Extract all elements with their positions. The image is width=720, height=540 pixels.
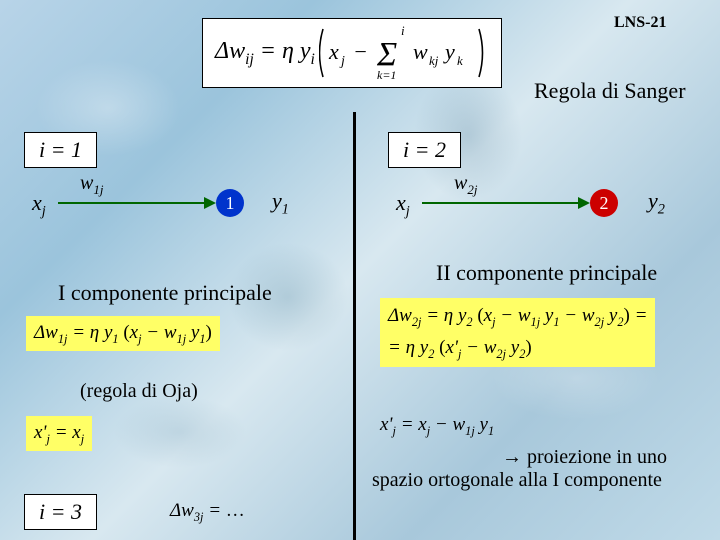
- vertical-divider: [353, 112, 356, 540]
- svg-text:−: −: [353, 39, 368, 64]
- xj-left: xj: [32, 190, 46, 220]
- svg-text:k: k: [457, 53, 463, 68]
- arrow-right: [422, 202, 582, 204]
- arrow-left: [58, 202, 208, 204]
- sum-paren-icon: x j − i Σ k=1 w kj y k: [319, 25, 489, 81]
- slide-id: LNS-21: [614, 14, 666, 32]
- i-label-1: i = 1: [24, 132, 97, 168]
- i-label-3-text: i = 3: [39, 499, 82, 524]
- eq-delta-w2: Δw2j = η y2 (xj − w1j y1 − w2j y2) = = η…: [380, 298, 655, 367]
- main-formula: Δwij = η yi x j − i Σ k=1 w kj y k: [202, 18, 502, 88]
- svg-text:j: j: [339, 54, 345, 69]
- node-1-num: 1: [226, 193, 235, 214]
- w1j-label: w1j: [80, 172, 103, 198]
- component-1-label: I componente principale: [58, 280, 272, 306]
- node-2-num: 2: [600, 193, 609, 214]
- i-label-3: i = 3: [24, 494, 97, 530]
- y1-label: y1: [272, 188, 289, 218]
- xj-right: xj: [396, 190, 410, 220]
- svg-text:w: w: [413, 39, 428, 64]
- eq-xproj-left: x'j = xj: [26, 416, 92, 451]
- svg-text:x: x: [328, 39, 339, 64]
- svg-text:i: i: [401, 25, 405, 38]
- i-label-2-text: i = 2: [403, 137, 446, 162]
- svg-text:kj: kj: [429, 53, 439, 68]
- eq-oja: Δw1j = η y1 (xj − w1j y1): [26, 316, 220, 351]
- arrow-left-head-icon: [204, 197, 216, 209]
- eq-delta-w3: Δw3j = …: [170, 500, 245, 525]
- node-2: 2: [590, 189, 618, 217]
- arrow-right-head-icon: [578, 197, 590, 209]
- projection-note: → proiezione in unospazio ortogonale all…: [372, 446, 712, 492]
- svg-text:k=1: k=1: [377, 68, 396, 81]
- rule-title: Regola di Sanger: [534, 78, 686, 104]
- svg-text:y: y: [443, 39, 455, 64]
- oja-note: (regola di Oja): [80, 380, 198, 403]
- i-label-1-text: i = 1: [39, 137, 82, 162]
- component-2-label: II componente principale: [436, 260, 657, 286]
- eq-xproj-right: x'j = xj − w1j y1: [380, 414, 494, 439]
- w2j-label: w2j: [454, 172, 477, 198]
- node-1: 1: [216, 189, 244, 217]
- y2-label: y2: [648, 188, 665, 218]
- i-label-2: i = 2: [388, 132, 461, 168]
